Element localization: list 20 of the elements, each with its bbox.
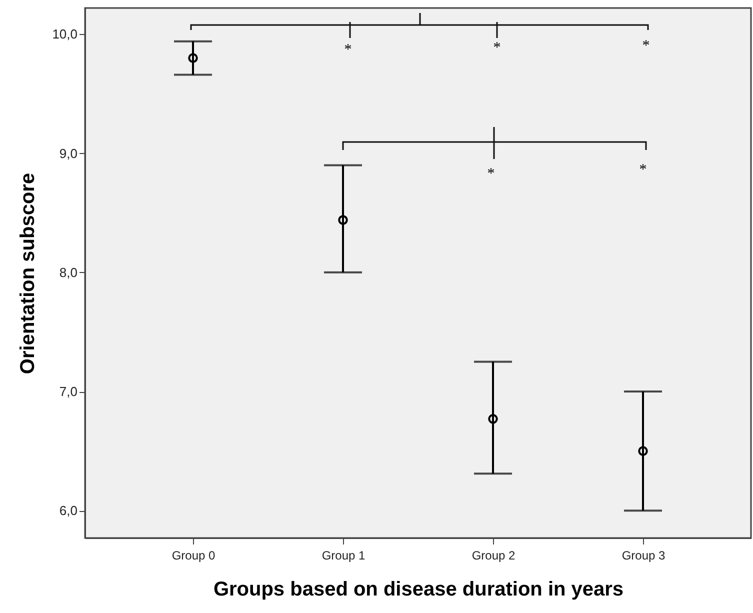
x-tick-label: Group 2 [472, 548, 516, 562]
y-tick-label: 7,0 [59, 384, 78, 400]
y-tick-label: 6,0 [59, 503, 78, 518]
y-tick-label: 9,0 [59, 146, 78, 161]
x-tick-label: Group 1 [322, 548, 366, 562]
x-axis-title: Groups based on disease duration in years [213, 578, 624, 600]
y-axis-title: Orientation subscore [17, 172, 40, 374]
annotation: * [639, 162, 647, 178]
x-tick-label: Group 3 [622, 548, 666, 562]
y-tick-label: 10,0 [52, 26, 78, 42]
x-tick-label: Group 0 [172, 548, 216, 562]
point [338, 215, 348, 225]
y-tick-label: 8,0 [59, 264, 78, 280]
point [638, 446, 648, 456]
point [488, 414, 498, 424]
point [188, 53, 198, 63]
annotation: * [487, 166, 495, 182]
annotation: * [344, 42, 352, 58]
annotation: * [493, 40, 501, 56]
annotation: * [642, 38, 650, 54]
